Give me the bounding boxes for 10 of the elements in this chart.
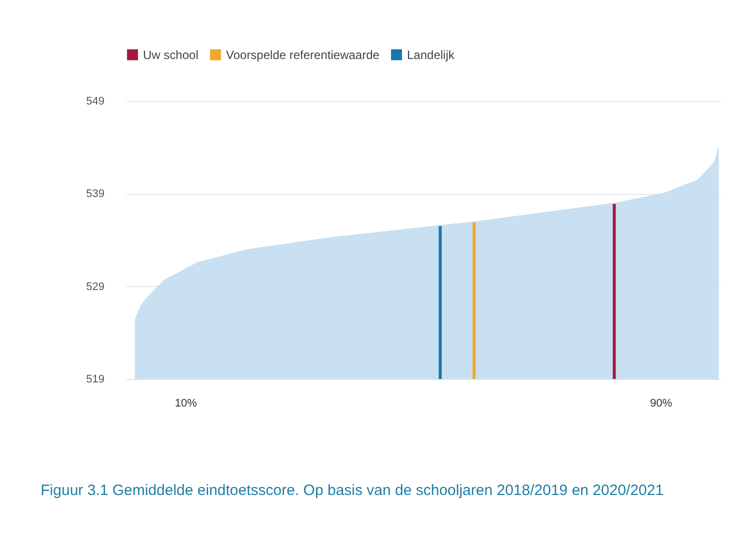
x-tick-label: 10% xyxy=(174,398,198,410)
text: Figuur 3.1 Gemiddelde eindtoetsscore. Op basis van de schooljaren 2018/2019 en 2020/2021 xyxy=(40,482,664,499)
y-tick-label: 529 xyxy=(86,280,104,293)
legend-label: Landelijk xyxy=(407,48,456,62)
y-tick-label: 549 xyxy=(86,96,104,108)
legend-label: Voorspelde referentiewaarde xyxy=(226,48,380,62)
y-tick-label: 519 xyxy=(86,374,104,386)
y-tick-label: 539 xyxy=(86,188,104,200)
x-tick-label: 90% xyxy=(650,398,672,410)
legend-label: Uw school xyxy=(143,48,198,62)
